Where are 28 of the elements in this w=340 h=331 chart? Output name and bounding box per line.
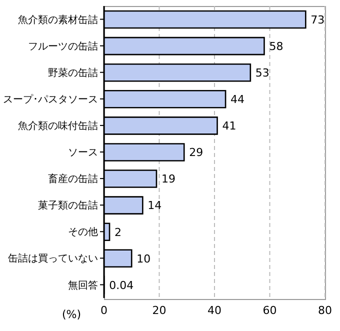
y-tick-label: フルーツの缶詰	[28, 40, 98, 52]
y-tick-label: 缶詰は買っていない	[8, 252, 98, 265]
x-axis-title: (%)	[62, 308, 82, 321]
data-label: 0.04	[109, 278, 134, 292]
y-tick-label: 魚介類の素材缶詰	[18, 14, 98, 26]
data-label: 29	[189, 146, 204, 160]
x-tick-label: 40	[208, 304, 222, 317]
y-tick-label: ソース	[68, 148, 98, 159]
data-label: 44	[230, 93, 245, 106]
x-tick-label: 0	[100, 304, 108, 317]
data-label: 2	[114, 226, 122, 239]
y-tick-label: その他	[68, 226, 98, 238]
data-label: 58	[269, 40, 284, 53]
y-tick-label: スープ･パスタソース	[3, 93, 98, 106]
data-label: 53	[255, 66, 270, 80]
data-label: 41	[222, 120, 236, 133]
data-label: 14	[148, 199, 162, 212]
data-label: 10	[136, 252, 151, 266]
y-tick-label: 畜産の缶詰	[48, 173, 98, 186]
data-label: 19	[161, 172, 176, 186]
y-tick-label: 魚介類の味付缶詰	[18, 120, 98, 132]
x-tick-label: 60	[262, 304, 277, 317]
y-tick-label: 無回答	[68, 279, 98, 292]
x-tick-label: 80	[318, 304, 332, 317]
y-tick-label: 菓子類の缶詰	[38, 200, 98, 212]
x-tick-label: 20	[152, 304, 166, 317]
data-label: 73	[310, 13, 325, 26]
y-tick-label: 野菜の缶詰	[48, 66, 98, 79]
